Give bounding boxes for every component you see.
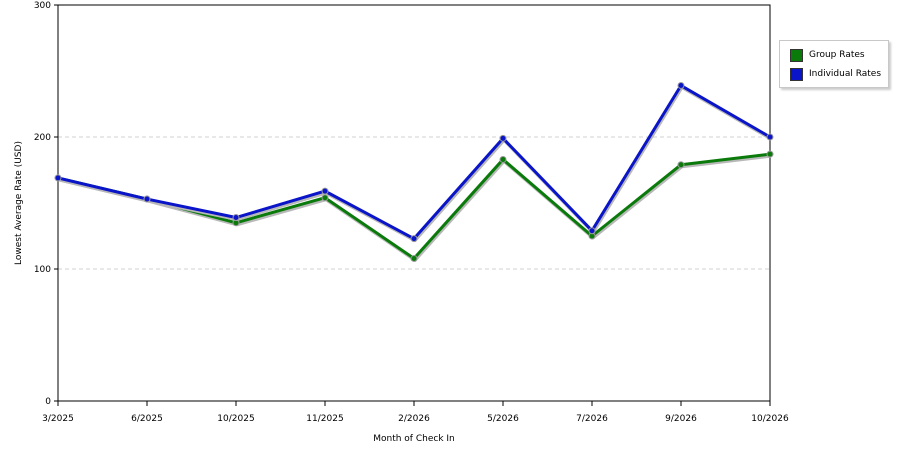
legend-label-group-rates: Group Rates (809, 50, 865, 60)
data-point (54, 174, 62, 182)
y-tick-label: 300 (34, 1, 51, 11)
legend-swatch-group-rates (790, 48, 803, 62)
data-point (499, 134, 507, 142)
data-point (143, 195, 151, 203)
series-line-1 (57, 84, 771, 241)
data-point (321, 187, 329, 195)
data-point (588, 227, 596, 235)
legend-item-group-rates: Group Rates (790, 48, 865, 62)
legend-label-individual-rates: Individual Rates (809, 69, 882, 79)
y-tick-label: 100 (34, 265, 51, 275)
x-tick-label: 10/2025 (217, 414, 254, 424)
x-tick-label: 5/2026 (487, 414, 519, 424)
data-point (410, 235, 418, 243)
y-tick-label: 200 (34, 133, 51, 143)
x-tick-label: 3/2025 (42, 414, 74, 424)
y-axis-ticks: 0 100 200 300 (34, 1, 58, 407)
data-point (677, 82, 685, 90)
x-tick-label: 6/2025 (131, 414, 163, 424)
y-axis-label: Lowest Average Rate (USD) (14, 141, 24, 265)
legend-swatch-individual-rates (790, 67, 803, 81)
x-axis-label: Month of Check In (373, 434, 455, 444)
x-tick-label: 10/2026 (751, 414, 789, 424)
x-tick-label: 11/2025 (306, 414, 343, 424)
chart-legend: Group Rates Individual Rates (779, 40, 889, 88)
data-point (499, 155, 507, 163)
data-point (677, 161, 685, 169)
series-lines (54, 82, 774, 262)
x-tick-label: 2/2026 (398, 414, 430, 424)
x-tick-label: 9/2026 (665, 414, 697, 424)
data-point (321, 194, 329, 202)
x-axis-ticks: 3/2025 6/2025 10/2025 11/2025 2/2026 5/2026 7/… (42, 401, 789, 424)
data-point (766, 150, 774, 158)
data-point (766, 133, 774, 141)
legend-item-individual-rates: Individual Rates (790, 67, 881, 81)
x-tick-label: 7/2026 (576, 414, 608, 424)
series-line-shadow (58, 154, 772, 262)
y-tick-label: 0 (45, 397, 51, 407)
data-point (232, 214, 240, 222)
data-point (410, 254, 418, 262)
